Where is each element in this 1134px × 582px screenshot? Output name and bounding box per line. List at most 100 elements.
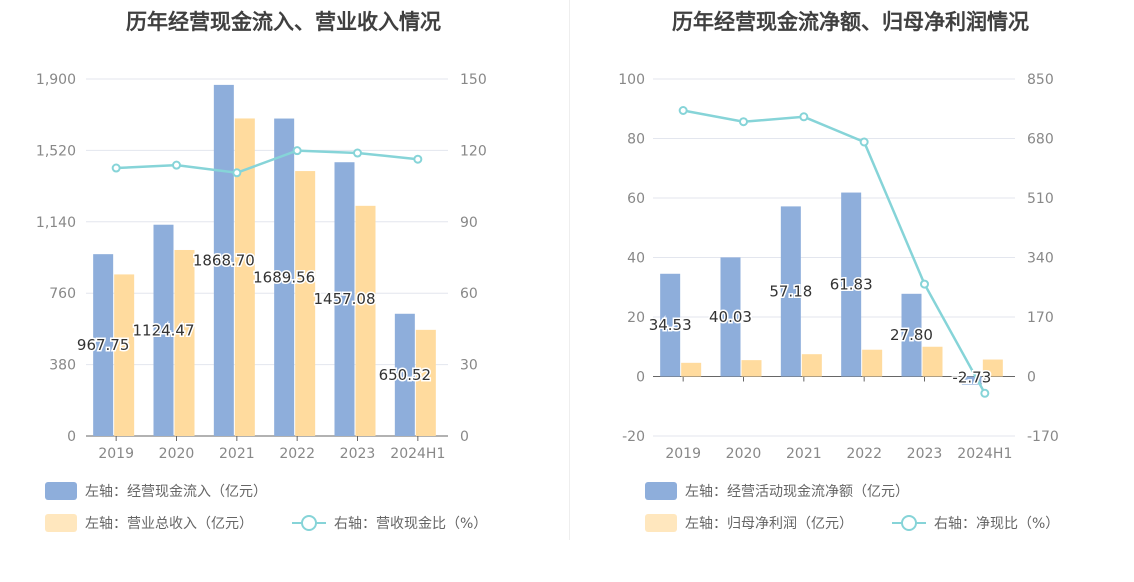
bar-series-1 <box>153 224 174 436</box>
left-axis-tick-label: 0 <box>67 429 76 445</box>
legend-line-icon <box>892 514 926 532</box>
left-axis-tick-label: 100 <box>618 72 645 88</box>
x-axis-tick-label: 2024H1 <box>390 446 445 462</box>
line-point <box>413 154 423 164</box>
right-axis-tick-label: 30 <box>460 358 478 374</box>
legend-item-cash-ratio[interactable]: 右轴：营收现金比（%） <box>292 513 487 533</box>
bar-series-2 <box>114 274 135 436</box>
bar-series-2 <box>295 171 316 436</box>
right-axis-tick-label: 510 <box>1027 191 1054 207</box>
line-point <box>799 112 809 122</box>
right-axis-tick-label: -170 <box>1027 429 1059 445</box>
legend-label: 左轴：经营现金流入（亿元） <box>85 484 267 500</box>
line-point <box>980 388 990 398</box>
legend-line-icon <box>292 514 326 532</box>
legend-item-net-cashflow[interactable]: 左轴：经营活动现金流净额（亿元） <box>645 481 909 501</box>
left-axis-tick-label: -20 <box>622 429 645 445</box>
right-axis-tick-label: 90 <box>460 215 478 231</box>
legend-label: 右轴：营收现金比（%） <box>334 516 488 532</box>
line-point <box>232 168 242 178</box>
line-point <box>859 137 869 147</box>
bar-series-1 <box>780 206 801 377</box>
bar-data-label: 40.03 <box>709 308 752 326</box>
cashflow-inflow-chart: 0 380 760 1,140 1,520 1,900 0 30 60 90 120 150 2019 2… <box>36 72 487 462</box>
legend-item-cash-inflow[interactable]: 左轴：经营现金流入（亿元） <box>45 481 267 501</box>
legend-swatch-net-cashflow <box>645 482 677 500</box>
bar-data-label: 1868.70 <box>193 251 255 269</box>
chart-title: 历年经营现金流入、营业收入情况 <box>126 10 441 34</box>
bar-series-2 <box>234 118 255 437</box>
x-axis-tick-label: 2021 <box>219 446 255 462</box>
bar-series-1 <box>720 257 741 377</box>
legend-item-net-cash-ratio[interactable]: 右轴：净现比（%） <box>892 513 1059 533</box>
line-point <box>172 160 181 170</box>
line-point <box>292 146 302 156</box>
right-axis-tick-label: 680 <box>1027 132 1054 148</box>
x-axis-tick-label: 2021 <box>786 446 822 462</box>
bar-series-1 <box>93 254 114 436</box>
bar-series-2 <box>801 354 822 377</box>
bar-data-label: 61.83 <box>830 276 873 294</box>
net-cashflow-chart: -20 0 20 40 60 80 100 -170 0 170 340 510 680 850 2019 2… <box>618 72 1059 462</box>
x-axis-tick-label: 2019 <box>98 446 134 462</box>
bar-series-2 <box>415 329 436 436</box>
bar-data-label: 967.75 <box>77 336 130 354</box>
x-axis-tick-label: 2020 <box>726 446 762 462</box>
net-cashflow-chart-panel: 历年经营现金流净额、归母净利润情况 -20 0 20 40 60 80 100 -170 0 17… <box>567 0 1134 582</box>
cashflow-inflow-chart-panel: 历年经营现金流入、营业收入情况 0 380 760 1,140 1,520 1,900 0 3… <box>36 10 487 533</box>
left-axis-tick-label: 1,140 <box>36 215 76 231</box>
left-axis-tick-label: 40 <box>627 251 645 267</box>
bar-data-label: 1689.56 <box>253 268 315 286</box>
left-axis-tick-label: 1,520 <box>36 143 76 159</box>
left-axis-tick-label: 0 <box>636 370 645 386</box>
right-axis-tick-label: 0 <box>460 429 469 445</box>
bar-series-2 <box>982 359 1003 377</box>
legend-label: 右轴：净现比（%） <box>934 516 1060 532</box>
bar-series-2 <box>862 349 883 377</box>
bar-series-1 <box>961 376 982 385</box>
left-axis-tick-label: 20 <box>627 310 645 326</box>
line-point <box>353 148 362 158</box>
legend-label: 左轴：归母净利润（亿元） <box>685 516 853 532</box>
line-point <box>739 117 748 127</box>
bar-series-1 <box>274 118 295 437</box>
bar-series-2 <box>681 362 702 377</box>
x-axis-tick-label: 2023 <box>340 446 376 462</box>
line-point <box>920 279 929 289</box>
x-axis-tick-label: 2019 <box>665 446 701 462</box>
right-axis-tick-label: 120 <box>460 143 487 159</box>
line-series <box>682 109 986 394</box>
bar-data-label: 27.80 <box>890 326 933 344</box>
panel-divider <box>569 0 570 540</box>
right-axis-tick-label: 60 <box>460 286 478 302</box>
right-axis-tick-label: 170 <box>1027 310 1054 326</box>
x-axis-tick-label: 2022 <box>846 446 882 462</box>
bar-data-label: 650.52 <box>379 366 432 384</box>
left-axis-tick-label: 80 <box>627 132 645 148</box>
line-point <box>111 163 121 173</box>
x-axis-tick-label: 2024H1 <box>957 446 1012 462</box>
legend-label: 左轴：经营活动现金流净额（亿元） <box>685 484 909 500</box>
legend-swatch-cash-inflow <box>45 482 77 500</box>
chart-title: 历年经营现金流净额、归母净利润情况 <box>672 10 1029 34</box>
bar-series-2 <box>355 205 376 436</box>
left-axis-tick-label: 60 <box>627 191 645 207</box>
x-axis-tick-label: 2023 <box>907 446 943 462</box>
right-axis-tick-label: 0 <box>1027 370 1036 386</box>
legend-item-revenue[interactable]: 左轴：营业总收入（亿元） <box>45 513 253 533</box>
left-axis-tick-label: 760 <box>49 286 76 302</box>
left-axis-tick-label: 1,900 <box>36 72 76 88</box>
x-axis-tick-label: 2020 <box>159 446 195 462</box>
bar-data-label: 34.53 <box>649 316 692 334</box>
legend-swatch-revenue <box>45 514 77 532</box>
bar-series-1 <box>660 273 681 377</box>
bar-series-2 <box>741 360 762 377</box>
right-axis-tick-label: 850 <box>1027 72 1054 88</box>
bar-data-label: 1124.47 <box>132 321 194 339</box>
line-series <box>116 149 418 175</box>
legend-swatch-net-profit <box>645 514 677 532</box>
bar-series-2 <box>922 346 943 377</box>
legend-item-net-profit[interactable]: 左轴：归母净利润（亿元） <box>645 513 853 533</box>
bar-data-label: -2.73 <box>952 369 991 387</box>
